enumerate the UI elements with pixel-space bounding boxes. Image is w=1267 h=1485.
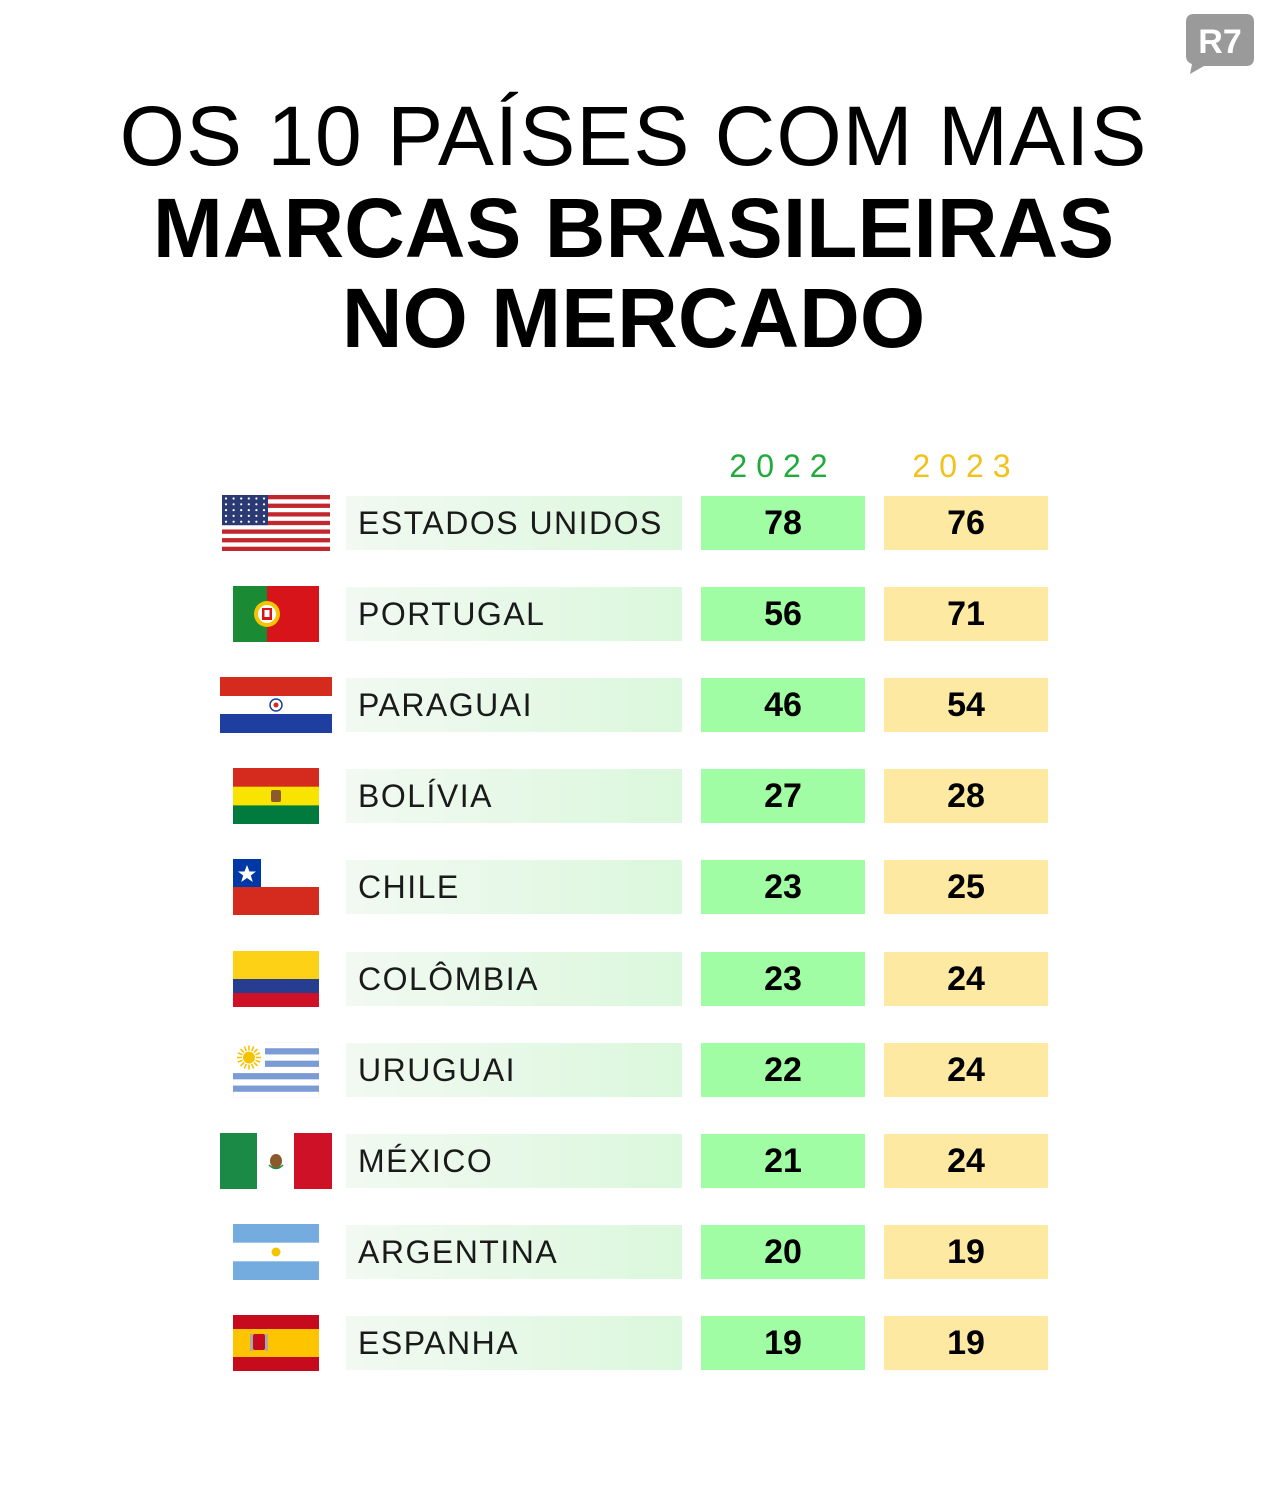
- country-name: COLÔMBIA: [346, 952, 682, 1006]
- value-2022: 46: [701, 678, 865, 732]
- table-row: BOLÍVIA 27 28: [0, 768, 1267, 824]
- table-row: ESTADOS UNIDOS 78 76: [0, 495, 1267, 551]
- paraguay-flag-icon: [220, 677, 332, 733]
- value-2022: 22: [701, 1043, 865, 1097]
- table-row: CHILE 23 25: [0, 859, 1267, 915]
- value-2022: 23: [701, 860, 865, 914]
- title-line-1: OS 10 PAÍSES COM MAIS: [119, 89, 1148, 183]
- value-2023: 24: [884, 1043, 1048, 1097]
- table-row: COLÔMBIA 23 24: [0, 951, 1267, 1007]
- table-row: PORTUGAL 56 71: [0, 586, 1267, 642]
- bolivia-flag-icon: [233, 768, 319, 824]
- logo-text: R7: [1198, 23, 1241, 61]
- value-2023: 24: [884, 1134, 1048, 1188]
- country-name: ESTADOS UNIDOS: [346, 496, 682, 550]
- uruguay-flag-icon: [233, 1042, 319, 1098]
- argentina-flag-icon: [233, 1224, 319, 1280]
- title-line-2: MARCAS BRASILEIRAS: [152, 181, 1115, 275]
- value-2022: 23: [701, 952, 865, 1006]
- value-2023: 28: [884, 769, 1048, 823]
- column-header-2023: 2023: [912, 448, 1020, 484]
- country-name: BOLÍVIA: [346, 769, 682, 823]
- table-row: URUGUAI 22 24: [0, 1042, 1267, 1098]
- table-row: ARGENTINA 20 19: [0, 1224, 1267, 1280]
- country-name: CHILE: [346, 860, 682, 914]
- usa-flag-icon: [222, 495, 330, 551]
- country-name: MÉXICO: [346, 1134, 682, 1188]
- value-2022: 56: [701, 587, 865, 641]
- value-2022: 19: [701, 1316, 865, 1370]
- r7-logo: R7: [1186, 14, 1254, 74]
- country-name: ARGENTINA: [346, 1225, 682, 1279]
- value-2023: 24: [884, 952, 1048, 1006]
- country-name: PARAGUAI: [346, 678, 682, 732]
- value-2022: 21: [701, 1134, 865, 1188]
- value-2023: 71: [884, 587, 1048, 641]
- portugal-flag-icon: [233, 586, 319, 642]
- country-name: URUGUAI: [346, 1043, 682, 1097]
- value-2022: 78: [701, 496, 865, 550]
- chile-flag-icon: [233, 859, 319, 915]
- country-name: ESPANHA: [346, 1316, 682, 1370]
- title-line-3: NO MERCADO: [341, 271, 926, 365]
- column-header-2022: 2022: [729, 448, 837, 484]
- value-2023: 25: [884, 860, 1048, 914]
- table-row: MÉXICO 21 24: [0, 1133, 1267, 1189]
- table-row: ESPANHA 19 19: [0, 1315, 1267, 1371]
- country-name: PORTUGAL: [346, 587, 682, 641]
- value-2023: 19: [884, 1225, 1048, 1279]
- mexico-flag-icon: [220, 1133, 332, 1189]
- value-2023: 76: [884, 496, 1048, 550]
- value-2023: 19: [884, 1316, 1048, 1370]
- value-2022: 27: [701, 769, 865, 823]
- colombia-flag-icon: [233, 951, 319, 1007]
- value-2023: 54: [884, 678, 1048, 732]
- table-row: PARAGUAI 46 54: [0, 677, 1267, 733]
- spain-flag-icon: [233, 1315, 319, 1371]
- value-2022: 20: [701, 1225, 865, 1279]
